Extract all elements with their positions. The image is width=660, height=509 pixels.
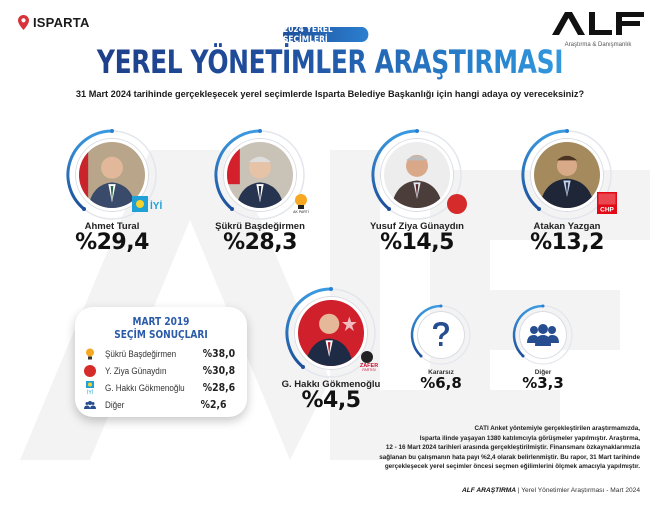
results-name: Y. Ziya Günaydın bbox=[105, 365, 167, 376]
candidate-card: Yusuf Ziya Günaydın %14,5 bbox=[342, 127, 492, 254]
progress-ring bbox=[371, 129, 462, 220]
results-title-line1: MART 2019 bbox=[132, 315, 190, 328]
results-pct: %38,0 bbox=[202, 347, 235, 360]
election-badge: 2024 YEREL SEÇİMLERİ bbox=[283, 25, 369, 45]
candidate-card: İYİ Ahmet Tural %29,4 bbox=[37, 127, 187, 254]
results-name: G. Hakkı Gökmenoğlu bbox=[105, 382, 185, 393]
page-title: YEREL YÖNETİMLER ARAŞTIRMASI bbox=[73, 43, 588, 81]
footer: ALF ARAŞTIRMA | Yerel Yönetimler Araştır… bbox=[462, 487, 640, 494]
candidate-name: G. Hakkı Gökmenoğlu bbox=[281, 379, 381, 390]
methodology-line: sağlanan bu çalışmanın hata payı %2,4 ol… bbox=[379, 453, 640, 461]
results-pct: %28,6 bbox=[202, 381, 235, 394]
progress-ring bbox=[66, 129, 157, 220]
undecided-card: Kararsız %6,8 bbox=[396, 303, 486, 391]
zafer-partisi-logo: ZAFER PARTİSİ bbox=[357, 350, 381, 377]
candidate-photo bbox=[381, 139, 453, 211]
candidate-photo bbox=[531, 139, 603, 211]
group-icon bbox=[520, 312, 566, 358]
methodology-line: 12 - 16 Mart 2024 tarihleri arasında ger… bbox=[385, 444, 640, 451]
progress-ring bbox=[410, 304, 471, 365]
candidate-card: ZAFER PARTİSİ G. Hakkı Gökmenoğlu %4,5 bbox=[256, 285, 406, 412]
candidate-percentage: %28,3 bbox=[223, 230, 297, 255]
candidate-percentage: %14,5 bbox=[380, 230, 454, 255]
question-mark-icon bbox=[418, 312, 464, 358]
svg-text:PARTİSİ: PARTİSİ bbox=[362, 367, 375, 372]
svg-text:İYİ: İYİ bbox=[150, 199, 162, 212]
mhp-crescents-icon bbox=[83, 364, 97, 378]
undecided-percentage: %6,8 bbox=[420, 374, 462, 392]
methodology-line: gerçekleşecek yerel seçimler öncesi seçm… bbox=[384, 463, 640, 470]
candidate-name: Şükrü Başdeğirmen bbox=[215, 221, 305, 232]
svg-text:ZAFER: ZAFER bbox=[360, 363, 378, 369]
logo-main bbox=[548, 10, 648, 41]
ak-parti-bulb-icon bbox=[83, 347, 97, 361]
candidate-name: Ahmet Tural bbox=[84, 221, 140, 232]
alf-logo: Araştırma & Danışmanlık bbox=[548, 10, 648, 48]
results-row: İYİ G. Hakkı Gökmenoğlu %28,6 bbox=[83, 379, 235, 396]
iyi-parti-logo: İYİ bbox=[132, 196, 162, 219]
survey-question: 31 Mart 2024 tarihinde gerçekleşecek yer… bbox=[75, 89, 585, 99]
results-row: Şükrü Başdeğirmen %38,0 bbox=[83, 345, 235, 362]
logo-subtitle: Araştırma & Danışmanlık bbox=[564, 42, 632, 48]
candidate-photo bbox=[295, 297, 367, 369]
footer-separator: | bbox=[517, 487, 520, 494]
alf-logo-mark bbox=[552, 12, 644, 35]
progress-ring bbox=[285, 287, 376, 378]
svg-text:CHP: CHP bbox=[600, 207, 614, 214]
candidate-name: Atakan Yazgan bbox=[533, 221, 601, 232]
map-pin-icon bbox=[18, 15, 29, 30]
others-label: Diğer bbox=[534, 369, 552, 376]
svg-text:İYİ: İYİ bbox=[87, 389, 93, 395]
candidate-name: Yusuf Ziya Günaydın bbox=[370, 221, 464, 232]
footer-brand: ALF ARAŞTIRMA bbox=[462, 487, 516, 494]
candidate-percentage: %13,2 bbox=[530, 230, 604, 255]
candidate-card: CHP Atakan Yazgan %13,2 bbox=[492, 127, 642, 254]
iyi-parti-icon: İYİ bbox=[83, 380, 97, 395]
others-card: Diğer %3,3 bbox=[498, 303, 588, 391]
results-pct: %2,6 bbox=[201, 398, 227, 411]
results-2019-box: MART 2019 SEÇİM SONUÇLARI Şükrü Başdeğir… bbox=[75, 307, 247, 417]
candidate-percentage: %4,5 bbox=[301, 388, 361, 413]
progress-ring bbox=[521, 129, 612, 220]
chp-logo: CHP bbox=[597, 192, 617, 219]
candidate-photo bbox=[224, 139, 296, 211]
svg-text:AK PARTİ: AK PARTİ bbox=[293, 209, 309, 214]
results-pct: %30,8 bbox=[202, 364, 235, 377]
footer-text: Yerel Yönetimler Araştırması - Mart 2024 bbox=[521, 487, 640, 494]
candidate-card: AK PARTİ Şükrü Başdeğirmen %28,3 bbox=[185, 127, 335, 254]
candidate-percentage: %29,4 bbox=[75, 230, 149, 255]
results-2019-title: MART 2019 SEÇİM SONUÇLARI bbox=[100, 315, 221, 341]
undecided-label: Kararsız bbox=[428, 369, 454, 376]
progress-ring bbox=[512, 304, 573, 365]
methodology-text: CATI Anket yöntemiyle gerçekleştirilen a… bbox=[330, 424, 640, 472]
methodology-line: Isparta ilinde yaşayan 1380 katılımcıyla… bbox=[419, 434, 640, 442]
mhp-logo bbox=[447, 194, 467, 219]
results-row: Y. Ziya Günaydın %30,8 bbox=[83, 362, 235, 379]
results-name: Diğer bbox=[105, 399, 125, 410]
results-name: Şükrü Başdeğirmen bbox=[105, 348, 177, 359]
methodology-line: CATI Anket yöntemiyle gerçekleştirilen a… bbox=[474, 425, 640, 432]
results-row: Diğer %2,6 bbox=[83, 396, 235, 413]
results-title-line2: SEÇİM SONUÇLARI bbox=[114, 328, 208, 341]
progress-ring bbox=[214, 129, 305, 220]
group-icon bbox=[83, 398, 97, 412]
ak-parti-logo: AK PARTİ bbox=[292, 192, 310, 219]
location-text: ISPARTA bbox=[33, 15, 90, 30]
others-percentage: %3,3 bbox=[522, 374, 564, 392]
location-label: ISPARTA bbox=[18, 15, 90, 30]
